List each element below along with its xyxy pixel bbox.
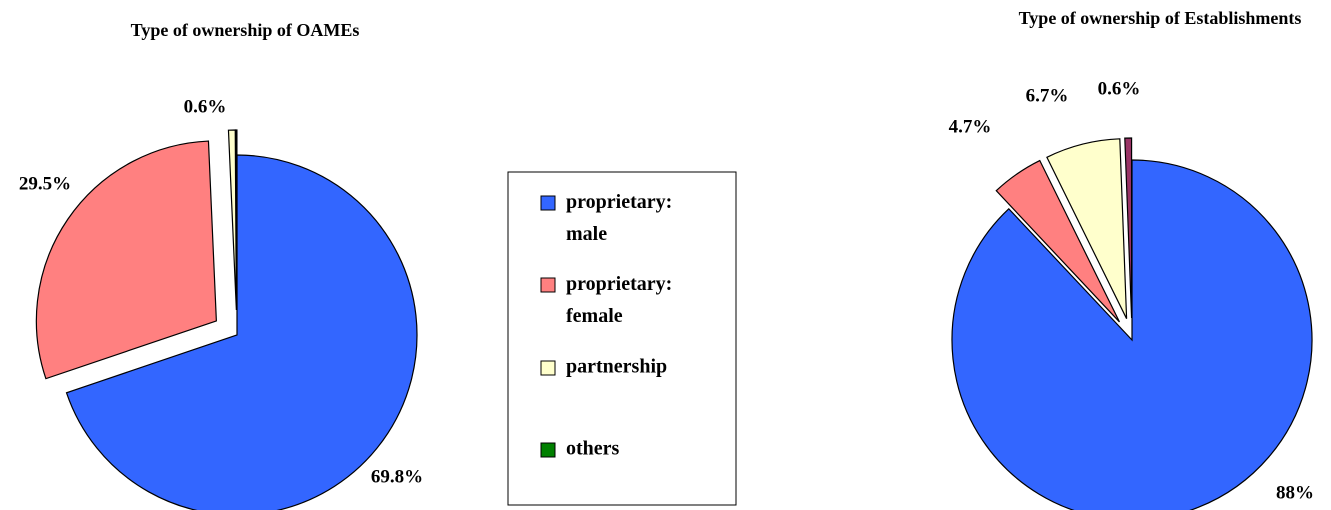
legend-swatch	[540, 195, 556, 211]
data-label: 4.7%	[949, 116, 992, 137]
legend-label: proprietary: female	[566, 273, 672, 327]
pie-slice	[995, 159, 1120, 323]
pie-slice	[65, 154, 418, 510]
data-label: 0.6%	[1098, 78, 1141, 99]
legend-label: partnership	[566, 356, 667, 378]
pie-slice	[1124, 137, 1133, 319]
legend-swatch	[540, 360, 556, 376]
pie-slice	[35, 140, 217, 380]
chart-title: Type of ownership of Establishments	[1019, 8, 1302, 28]
pie-slice	[951, 159, 1313, 510]
pie-slice	[227, 129, 237, 311]
legend-swatch	[540, 442, 556, 458]
data-label: 88%	[1276, 482, 1314, 503]
chart-title: Type of ownership of OAMEs	[131, 20, 360, 40]
data-label: 69.8%	[371, 466, 423, 487]
pie-slice	[1046, 138, 1128, 319]
pie-slice	[235, 129, 238, 311]
legend-label: others	[566, 438, 620, 460]
data-label: 29.5%	[19, 173, 71, 194]
legend-swatch	[540, 277, 556, 293]
legend-label: proprietary: male	[566, 191, 672, 245]
data-label: 6.7%	[1026, 85, 1069, 106]
data-label: 0.6%	[184, 96, 227, 117]
